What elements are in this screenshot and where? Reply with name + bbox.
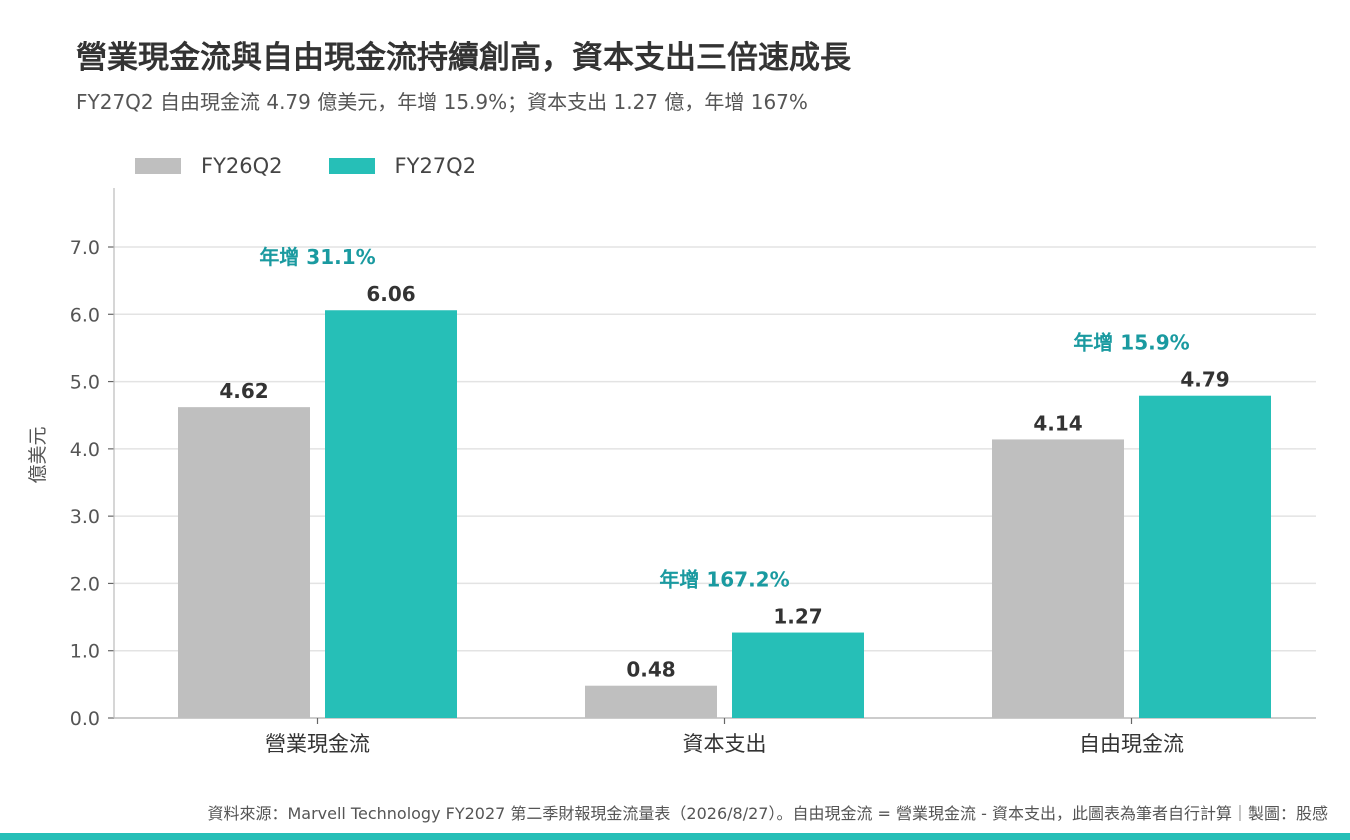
y-tick-label: 7.0	[70, 237, 100, 259]
bar-fy26q2	[178, 407, 310, 718]
data-label: 6.06	[366, 282, 415, 306]
legend: FY26Q2 FY27Q2	[135, 154, 522, 178]
legend-swatch-fy27	[328, 158, 375, 174]
legend-item-fy27: FY27Q2	[328, 154, 477, 178]
legend-label-fy26: FY26Q2	[201, 154, 283, 178]
data-label: 4.79	[1180, 368, 1229, 392]
legend-item-fy26: FY26Q2	[135, 154, 283, 178]
x-tick-label: 營業現金流	[265, 732, 370, 756]
bar-fy26q2	[992, 439, 1124, 718]
source-footnote: 資料來源：Marvell Technology FY2027 第二季財報現金流量…	[207, 804, 1328, 823]
bar-fy27q2	[325, 310, 457, 718]
data-label: 4.62	[219, 379, 268, 403]
data-label: 4.14	[1033, 411, 1082, 435]
growth-annotation: 年增 31.1%	[259, 245, 375, 269]
y-tick-label: 5.0	[70, 372, 100, 394]
growth-annotation: 年增 167.2%	[659, 568, 789, 592]
y-tick-label: 6.0	[70, 304, 100, 326]
legend-swatch-fy26	[135, 158, 181, 174]
bar-fy26q2	[585, 685, 717, 718]
growth-annotation: 年增 15.9%	[1073, 331, 1189, 355]
y-tick-label: 0.0	[70, 708, 100, 730]
chart-title: 營業現金流與自由現金流持續創高，資本支出三倍速成長	[76, 40, 851, 76]
x-tick-label: 資本支出	[683, 732, 767, 756]
chart-subtitle: FY27Q2 自由現金流 4.79 億美元，年增 15.9%；資本支出 1.27…	[76, 90, 808, 114]
y-tick-label: 1.0	[70, 641, 100, 663]
y-axis-label: 億美元	[27, 426, 49, 483]
y-tick-label: 3.0	[70, 506, 100, 528]
bar-fy27q2	[1139, 395, 1271, 718]
data-label: 0.48	[626, 658, 675, 682]
x-tick-label: 自由現金流	[1079, 732, 1184, 756]
y-tick-label: 4.0	[70, 439, 100, 461]
legend-label-fy27: FY27Q2	[394, 154, 477, 178]
y-tick-label: 2.0	[70, 573, 100, 595]
bottom-accent-bar	[0, 833, 1350, 840]
data-label: 1.27	[773, 605, 822, 629]
bar-fy27q2	[732, 632, 864, 718]
